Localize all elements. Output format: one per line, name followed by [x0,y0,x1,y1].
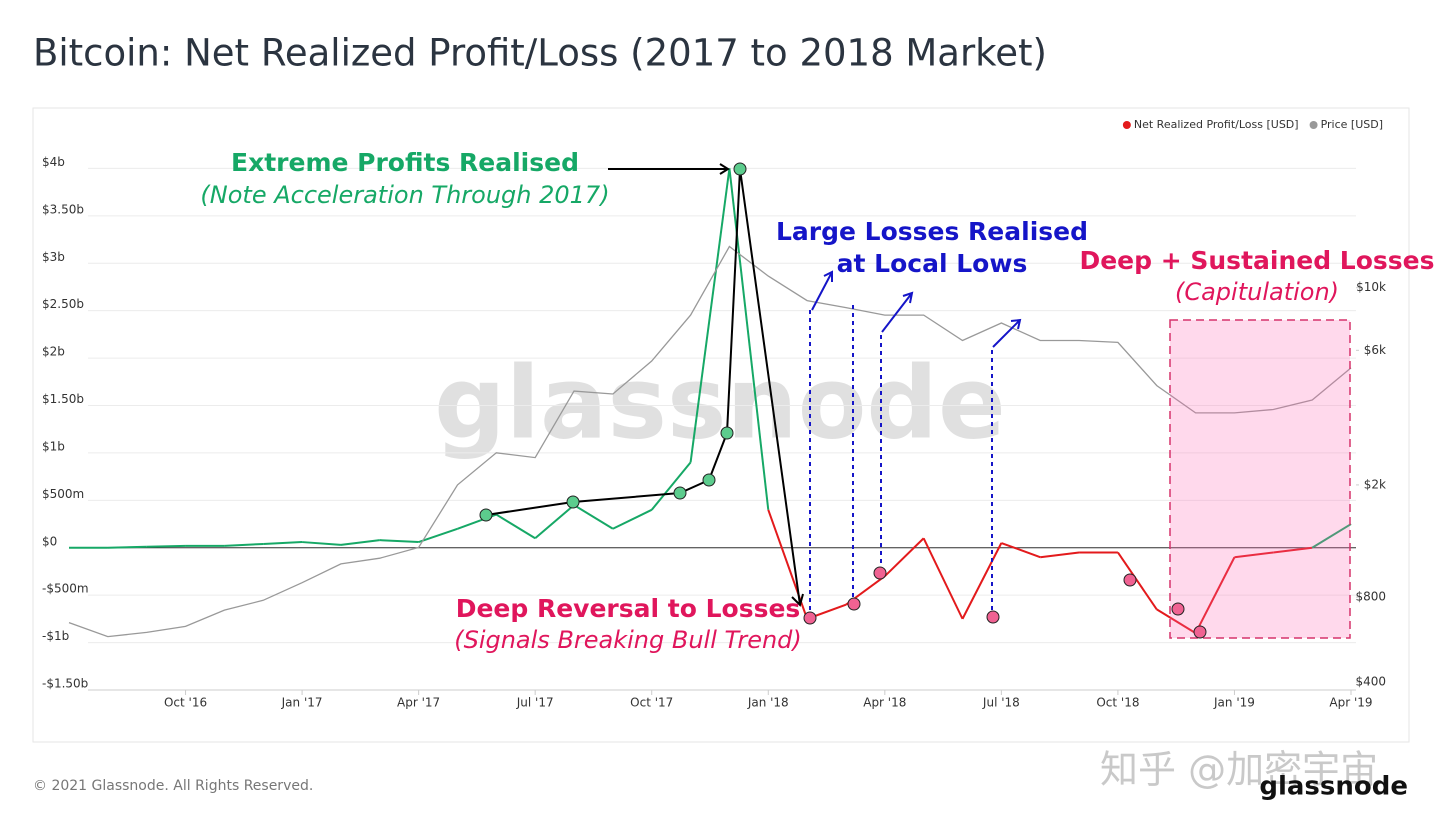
y-tick-label: $1.50b [42,392,84,406]
nrpl-segment [573,504,614,530]
y-tick-label: $500m [42,487,84,501]
y2-tick-label: $6k [1364,343,1386,357]
legend-swatch [1122,121,1131,129]
legend-label: Price [USD] [1321,118,1383,131]
nrpl-segment [340,539,380,546]
y-tick-label: -$1b [42,629,69,643]
x-tick-label: Jul '17 [516,696,554,710]
nrpl-segment [650,461,692,511]
nrpl-segment [534,504,575,540]
nrpl-segment [1273,546,1313,554]
nrpl-segment [146,544,186,548]
nrpl-segment [1311,523,1352,549]
y2-tick-label: $400 [1355,675,1386,689]
nrpl-segment [263,541,303,545]
annotation: Large Losses Realised [776,217,1088,246]
y-tick-label: $2.50b [42,297,84,311]
annotation: Extreme Profits Realised [231,148,579,177]
x-tick-label: Oct '18 [1096,696,1139,710]
nrpl-segment [1001,542,1041,559]
x-tick-label: Jan '17 [281,696,323,710]
x-tick-label: Oct '17 [630,696,673,710]
chart-frame [32,107,1410,743]
footer: © 2021 Glassnode. All Rights Reserved. [33,778,313,794]
nrpl-segment [1040,551,1080,559]
nrpl-segment [884,537,925,577]
chart-title: Bitcoin: Net Realized Profit/Loss (2017 … [33,32,1047,75]
arrows [811,270,1022,348]
nrpl-segment [922,537,964,620]
y-tick-label: $4b [42,155,65,169]
y2-tick-label: $800 [1355,590,1386,604]
annotation: at Local Lows [837,249,1028,278]
x-tick-label: Apr '19 [1329,696,1372,710]
credit: 知乎 @加密宇宙 [1100,748,1378,792]
x-tick-label: Apr '18 [863,696,906,710]
y-tick-label: -$1.50b [42,677,88,691]
nrpl-segment [1194,556,1236,634]
x-tick-label: Jul '18 [982,696,1020,710]
annotation: (Signals Breaking Bull Trend) [454,626,802,654]
price-line [68,245,1352,638]
y-tick-label: -$500m [42,582,89,596]
nrpl-segment [418,527,458,544]
y-tick-label: $3b [42,250,65,264]
highlight-box [1169,319,1351,639]
nrpl-segment [689,168,731,463]
nrpl-segment [224,542,264,547]
annotation: Deep + Sustained Losses [1079,246,1434,275]
nrpl-segment [612,508,653,530]
y-tick-label: $2b [42,345,65,359]
x-tick-label: Jan '18 [747,696,789,710]
legend-swatch [1309,121,1318,129]
logo: glassnode [1259,772,1408,802]
x-tick-label: Jan '19 [1213,696,1255,710]
x-tick-label: Apr '17 [397,696,440,710]
nrpl-segment [1234,551,1274,559]
nrpl-segment [302,541,342,546]
watermark: glassnode [434,344,1006,461]
x-tick-label: Oct '16 [164,696,207,710]
plot: -$1.50b -$1b -$500m $0 $500m $1b $1.50b $2b $2.5… [42,155,1386,710]
nrpl-segment [379,539,419,544]
y-tick-label: $1b [42,439,65,453]
annotation: (Note Acceleration Through 2017) [200,181,609,209]
nrpl-segment [495,513,536,540]
nrpl-segment [961,542,1003,620]
legend-label: Net Realized Profit/Loss [USD] [1134,118,1299,131]
guide-lines [809,305,993,612]
annotation: Deep Reversal to Losses [456,594,801,623]
nrpl-segment [1156,608,1197,634]
y-tick-label: $0 [42,534,57,548]
annotation: (Capitulation) [1175,278,1339,306]
y2-tick-label: $10k [1356,280,1386,294]
y-tick-label: $3.50b [42,202,84,216]
nrpl-segment [107,545,147,549]
y2-tick-label: $2k [1364,477,1386,491]
nrpl-segment [1117,551,1158,610]
nrpl-segment [728,168,770,510]
annotation-markers [479,162,1207,639]
